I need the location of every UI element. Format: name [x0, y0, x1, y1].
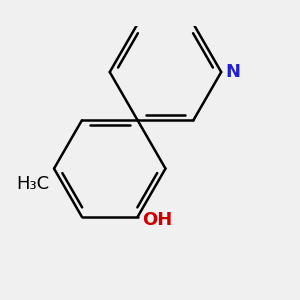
Text: H₃C: H₃C [16, 175, 50, 193]
Text: OH: OH [142, 211, 172, 229]
Text: N: N [226, 63, 241, 81]
